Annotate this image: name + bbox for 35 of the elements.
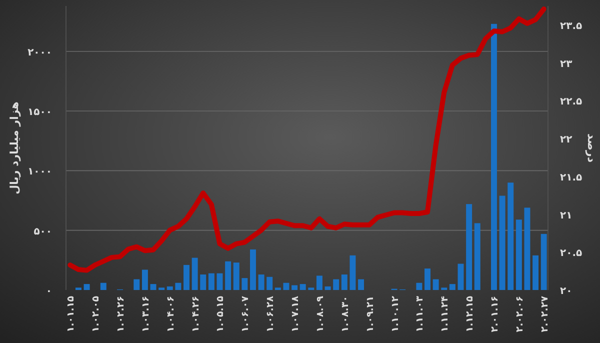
- x-tick-label: ۱.۰۴.۰۶: [165, 296, 176, 332]
- y2-tick-label: ۲۲: [560, 134, 572, 146]
- y-tick-label: ۰: [46, 286, 52, 297]
- x-tick-label: ۱.۰۱.۱۵: [66, 296, 77, 332]
- x-tick-label: ۲.۰۲.۲۷: [539, 296, 550, 332]
- x-tick-label: ۲.۰۱.۱۶: [489, 296, 500, 332]
- x-tick-label: ۱.۱۰.۱۲: [390, 296, 401, 332]
- y-tick-label: ۵۰۰: [34, 226, 52, 238]
- y2-tick-label: ۲۳.۵: [560, 20, 582, 32]
- x-tick-label: ۱.۱۱.۲۴: [440, 296, 451, 332]
- x-tick-label: ۱.۰۲.۲۶: [116, 296, 127, 332]
- y2-tick-label: ۲۳: [560, 58, 572, 70]
- y-axis-title: هزار میلیارد ریال: [8, 102, 21, 194]
- y2-tick-label: ۲۰.۵: [560, 248, 582, 260]
- y2-tick-label: ۲۲.۵: [560, 96, 582, 108]
- x-tick-label: ۱.۰۶.۲۸: [265, 296, 276, 332]
- y-tick-label: ۱۵۰۰: [28, 107, 52, 118]
- y2-tick-label: ۲۱: [560, 210, 572, 222]
- x-tick-label: ۱.۰۹.۲۱: [364, 296, 376, 332]
- y2-axis-title: درصد: [585, 134, 598, 163]
- x-tick-label: ۲.۰۲.۰۶: [514, 296, 526, 332]
- x-tick-label: ۱.۰۴.۲۶: [190, 296, 202, 332]
- x-tick-label: ۱.۰۸.۰۹: [314, 296, 326, 332]
- y2-tick-label: ۲۰: [560, 286, 572, 297]
- x-tick-label: ۱.۱۱.۰۳: [414, 296, 426, 332]
- x-tick-label: ۱.۰۲.۰۵: [90, 296, 102, 332]
- y2-tick-label: ۲۱.۵: [560, 172, 582, 184]
- y-tick-label: ۲۰۰۰: [28, 47, 52, 58]
- x-tick-label: ۱.۰۷.۱۸: [290, 296, 302, 332]
- x-tick-label: ۱.۰۶.۰۷: [240, 296, 252, 332]
- x-tick-label: ۱.۱۲.۱۵: [464, 296, 476, 332]
- x-tick-label: ۱.۰۳.۱۶: [140, 296, 152, 332]
- y-tick-label: ۱۰۰۰: [28, 166, 52, 178]
- x-tick-label: ۱.۰۵.۱۵: [215, 296, 226, 332]
- x-tick-label: ۱.۰۸.۳۰: [340, 296, 351, 332]
